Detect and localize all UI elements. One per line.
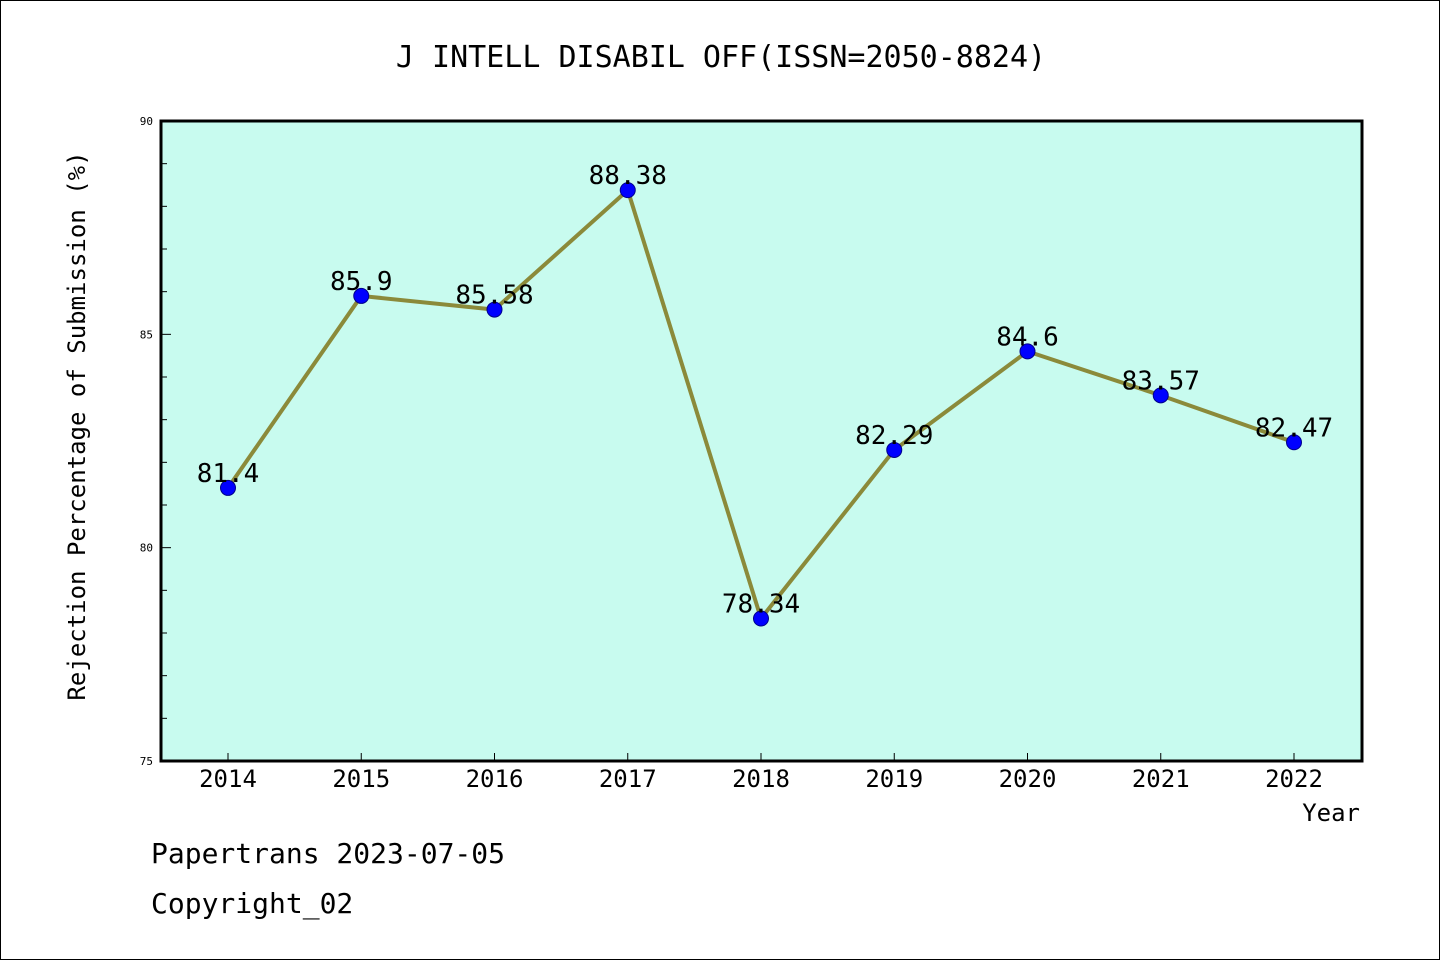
y-tick-label: 90 [140,115,153,128]
footer-date: Papertrans 2023-07-05 [151,837,506,870]
x-tick-label: 2017 [599,765,657,793]
x-tick-label: 2015 [332,765,390,793]
x-axis-label: Year [1302,799,1360,827]
data-label: 82.29 [855,421,933,451]
x-tick-label: 2021 [1132,765,1190,793]
data-point [1152,387,1169,404]
x-tick-label: 2014 [199,765,257,793]
y-tick-label: 75 [140,755,153,768]
data-label: 81.4 [197,459,260,489]
data-label: 82.47 [1255,413,1333,443]
y-tick-label: 80 [140,542,153,555]
data-point [220,479,236,496]
y-tick-label: 85 [140,328,153,341]
chart-title: J INTELL DISABIL OFF(ISSN=2050-8824) [396,40,1046,75]
data-label: 88.38 [589,161,667,191]
plot-frame [159,119,1364,763]
x-tick-label: 2022 [1265,765,1323,793]
data-label: 78.34 [722,589,800,619]
data-label: 85.9 [330,267,393,297]
data-label: 83.57 [1122,366,1200,396]
x-tick-label: 2020 [999,765,1057,793]
data-label: 84.6 [996,322,1059,352]
data-point [886,441,903,458]
data-point [353,287,370,304]
x-tick-label: 2016 [466,765,524,793]
data-label: 85.58 [455,281,533,311]
x-tick-label: 2018 [732,765,790,793]
data-point [619,182,636,199]
plot-area [161,121,1362,761]
data-point [753,610,769,627]
data-point [1286,434,1302,451]
data-point [1019,343,1036,360]
x-tick-label: 2019 [865,765,923,793]
data-point [486,301,503,318]
y-axis-label: Rejection Percentage of Submission (%) [63,151,91,700]
footer-copyright: Copyright_02 [151,887,354,920]
